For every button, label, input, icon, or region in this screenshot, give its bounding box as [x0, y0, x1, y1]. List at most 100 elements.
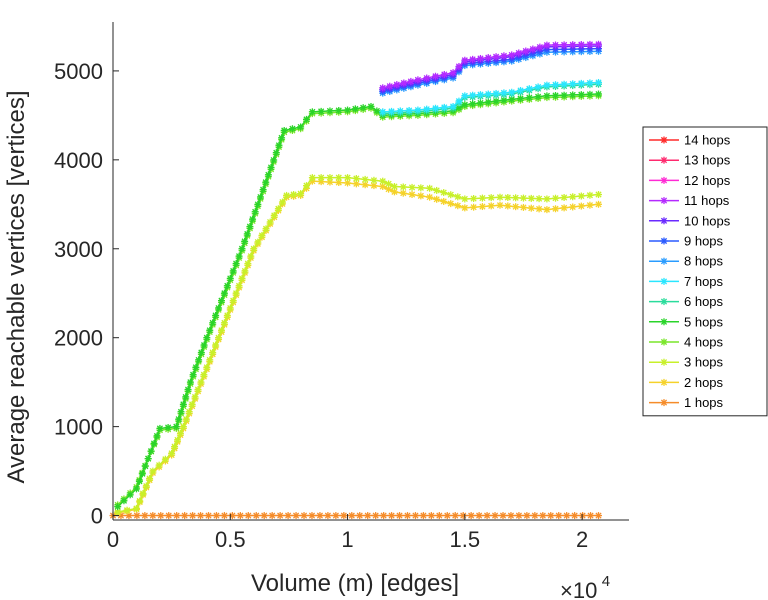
legend-marker — [660, 197, 668, 205]
data-point — [278, 198, 286, 206]
data-point — [595, 40, 603, 48]
data-point — [212, 512, 220, 520]
data-point — [467, 512, 475, 520]
data-point — [370, 182, 378, 190]
data-point — [487, 194, 495, 202]
data-point — [522, 47, 530, 55]
legend-marker — [660, 298, 668, 306]
data-point — [139, 489, 147, 497]
data-point — [504, 193, 512, 201]
data-point — [461, 101, 469, 109]
x-tick-label: 1.5 — [450, 527, 481, 552]
data-point — [525, 94, 533, 102]
data-point — [534, 93, 542, 101]
series-3-hops — [114, 174, 603, 516]
legend-entry: 7 hops — [649, 274, 724, 289]
data-point — [385, 180, 393, 188]
legend-entry: 8 hops — [649, 254, 724, 269]
data-point — [258, 231, 266, 239]
data-point — [491, 512, 499, 520]
data-point — [192, 363, 200, 371]
data-point — [519, 194, 527, 202]
data-point — [484, 54, 492, 62]
data-point — [155, 461, 163, 469]
data-point — [326, 107, 334, 115]
data-point — [303, 182, 310, 190]
data-point — [206, 326, 214, 334]
data-point — [340, 512, 348, 520]
data-point — [478, 194, 486, 202]
data-point — [133, 512, 141, 520]
data-point — [388, 107, 396, 115]
legend-marker — [660, 399, 668, 407]
data-point — [262, 225, 270, 233]
data-point — [241, 267, 249, 275]
y-tick-label: 0 — [91, 504, 103, 529]
data-point — [260, 512, 268, 520]
data-point — [251, 208, 259, 216]
data-point — [252, 512, 260, 520]
legend-label: 1 hops — [684, 395, 724, 410]
y-tick-label: 1000 — [54, 415, 103, 440]
data-point — [508, 51, 516, 59]
data-point — [244, 512, 252, 520]
data-point — [250, 245, 258, 253]
data-point — [536, 43, 544, 51]
data-point — [185, 408, 193, 416]
data-point — [461, 195, 469, 203]
data-point — [256, 193, 264, 201]
legend-label: 3 hops — [684, 355, 724, 370]
data-point — [484, 98, 492, 106]
legend-label: 13 hops — [684, 153, 731, 168]
data-point — [156, 424, 164, 432]
data-point — [476, 91, 484, 99]
legend-entry: 4 hops — [649, 335, 724, 350]
data-point — [168, 449, 176, 457]
legend-marker — [660, 237, 668, 245]
data-point — [373, 107, 381, 115]
x-multiplier-base: ×10 — [560, 578, 597, 600]
data-point — [571, 512, 579, 520]
data-point — [423, 74, 431, 82]
data-point — [203, 334, 211, 342]
data-point — [414, 76, 422, 84]
data-point — [426, 193, 434, 201]
legend-marker — [660, 318, 668, 326]
data-point — [288, 125, 296, 133]
data-point — [292, 512, 300, 520]
series-1-hops — [109, 512, 603, 520]
data-point — [220, 289, 228, 297]
data-point — [470, 195, 478, 203]
series-line-5-hops — [117, 93, 599, 508]
data-point — [232, 260, 240, 268]
data-point — [184, 386, 192, 394]
data-point — [367, 102, 375, 110]
data-point — [560, 193, 568, 201]
data-point — [194, 386, 202, 394]
data-point — [408, 191, 416, 199]
legend-entry: 11 hops — [649, 193, 730, 208]
data-point — [569, 193, 577, 201]
data-point — [512, 203, 520, 211]
legend-label: 14 hops — [684, 133, 731, 148]
data-point — [507, 512, 515, 520]
data-point — [595, 191, 603, 199]
data-point — [138, 470, 146, 478]
data-point — [492, 97, 500, 105]
data-point — [396, 512, 404, 520]
data-point — [262, 178, 270, 186]
data-point — [449, 102, 457, 110]
data-point — [569, 91, 577, 99]
data-point — [552, 81, 560, 89]
data-point — [400, 79, 408, 87]
data-point — [414, 106, 422, 114]
data-point — [243, 230, 251, 238]
data-point — [236, 512, 244, 520]
data-point — [220, 319, 228, 327]
data-point — [132, 485, 140, 493]
data-point — [344, 179, 352, 187]
series-5-hops — [114, 90, 603, 511]
data-point — [205, 512, 213, 520]
data-point — [535, 195, 543, 203]
